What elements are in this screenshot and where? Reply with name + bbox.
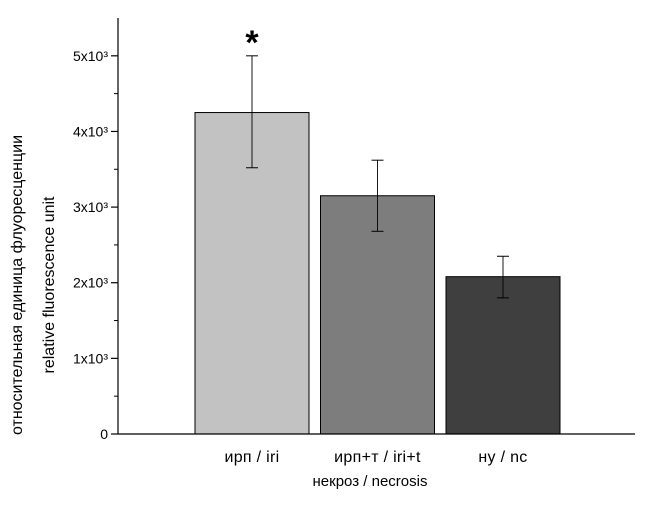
x-axis-category-labels: ирп / iri ирп+т / iri+t ну / nc (225, 449, 528, 466)
axes (117, 18, 635, 435)
y-axis-ticks: 0 1x10³ 2x10³ 3x10³ 4x10³ 5x10³ (73, 48, 118, 442)
y-axis-title-line2: relative fluorescence unit (41, 196, 58, 374)
bar (445, 276, 561, 435)
x-category-label: ну / nc (478, 449, 527, 466)
y-tick-label: 3x10³ (73, 199, 108, 215)
y-tick-label: 5x10³ (73, 48, 108, 64)
x-category-label: ирп+т / iri+t (334, 449, 421, 466)
y-axis-title-line1: относительная единица флуоресценции (9, 135, 26, 435)
significance-marker: * (245, 24, 259, 62)
x-category-label: ирп / iri (225, 449, 280, 466)
y-tick-label: 1x10³ (73, 350, 108, 366)
y-tick-label: 4x10³ (73, 123, 108, 139)
error-bars: * (245, 24, 509, 299)
y-tick-label: 2x10³ (73, 275, 108, 291)
y-tick-label: 0 (100, 426, 108, 442)
bar (320, 195, 435, 435)
x-axis-title: некроз / necrosis (313, 473, 428, 490)
bars (194, 112, 561, 435)
